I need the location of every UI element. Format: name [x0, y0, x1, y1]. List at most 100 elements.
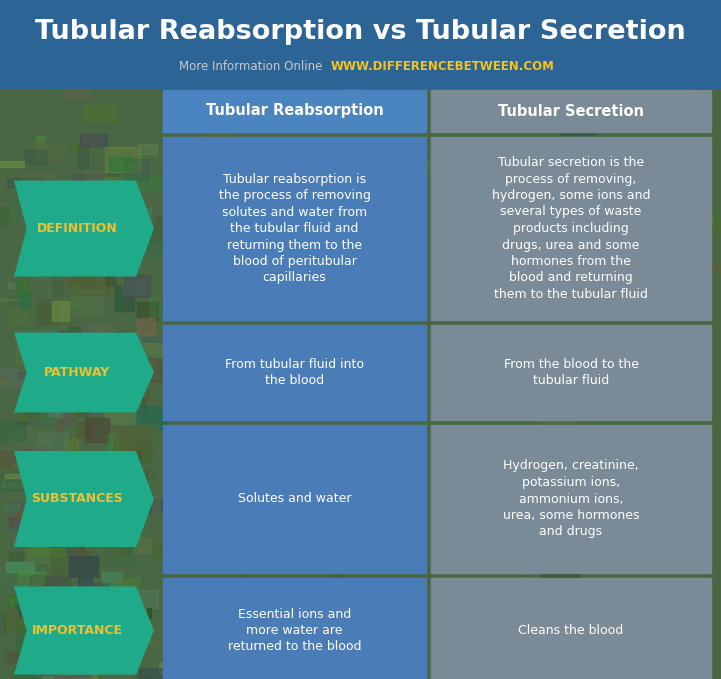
Bar: [75, 672, 83, 679]
Bar: [77, 542, 84, 566]
Bar: [53, 274, 62, 295]
Bar: [45, 577, 70, 600]
Bar: [0, 0, 721, 88]
Bar: [385, 621, 414, 630]
Bar: [28, 624, 53, 647]
Bar: [431, 425, 711, 573]
Bar: [45, 371, 63, 379]
Bar: [0, 573, 37, 592]
Bar: [66, 384, 87, 390]
Bar: [48, 390, 63, 414]
Bar: [85, 348, 125, 361]
Bar: [657, 588, 671, 594]
Bar: [35, 263, 70, 266]
Bar: [0, 0, 721, 88]
Bar: [103, 392, 111, 396]
Bar: [117, 170, 138, 183]
Bar: [134, 538, 151, 553]
Bar: [46, 533, 64, 539]
Bar: [150, 357, 157, 379]
Bar: [37, 593, 48, 602]
Bar: [137, 318, 154, 335]
Bar: [16, 345, 44, 363]
Bar: [37, 433, 68, 453]
Bar: [82, 477, 110, 496]
Bar: [57, 370, 66, 390]
Bar: [5, 544, 15, 562]
Bar: [113, 381, 124, 389]
Bar: [122, 394, 146, 417]
Bar: [63, 80, 91, 97]
Bar: [17, 276, 23, 289]
Bar: [372, 169, 400, 189]
Bar: [13, 648, 37, 653]
Bar: [64, 439, 78, 463]
Polygon shape: [14, 333, 154, 412]
Bar: [675, 398, 707, 403]
Bar: [118, 161, 133, 171]
Bar: [54, 676, 92, 679]
Bar: [93, 594, 119, 608]
Bar: [31, 645, 61, 652]
Bar: [565, 257, 596, 263]
Bar: [342, 84, 363, 109]
Bar: [89, 560, 99, 565]
Bar: [84, 385, 90, 402]
Bar: [84, 256, 101, 267]
Bar: [208, 183, 242, 195]
Bar: [117, 488, 139, 513]
Bar: [89, 196, 105, 204]
Bar: [9, 437, 40, 442]
Bar: [136, 337, 174, 343]
Bar: [32, 343, 61, 357]
Text: From tubular fluid into
the blood: From tubular fluid into the blood: [225, 358, 364, 387]
Bar: [87, 661, 97, 679]
Bar: [9, 283, 14, 289]
Bar: [37, 366, 56, 387]
Bar: [91, 325, 112, 339]
Bar: [118, 364, 152, 377]
Text: IMPORTANCE: IMPORTANCE: [32, 624, 123, 637]
Bar: [0, 298, 28, 301]
Bar: [130, 477, 143, 500]
Bar: [84, 517, 100, 540]
Bar: [0, 88, 721, 679]
Bar: [707, 263, 721, 274]
Bar: [37, 669, 76, 679]
Bar: [22, 447, 48, 456]
Bar: [77, 372, 84, 388]
Bar: [30, 248, 48, 254]
Bar: [55, 210, 85, 224]
Bar: [46, 475, 76, 495]
Polygon shape: [14, 451, 154, 547]
Bar: [134, 675, 150, 679]
Bar: [78, 472, 99, 484]
Bar: [454, 334, 464, 358]
Bar: [49, 648, 68, 668]
Bar: [82, 137, 88, 140]
Bar: [120, 451, 141, 475]
Bar: [67, 327, 106, 335]
Bar: [0, 421, 25, 441]
Bar: [602, 478, 624, 493]
Bar: [0, 472, 29, 492]
Bar: [56, 254, 81, 270]
Bar: [10, 137, 158, 320]
Bar: [12, 464, 19, 466]
Bar: [221, 458, 251, 467]
Bar: [120, 208, 151, 218]
Bar: [106, 443, 131, 458]
Bar: [6, 200, 19, 222]
Bar: [139, 364, 146, 386]
Bar: [29, 407, 54, 432]
Bar: [431, 325, 711, 420]
Bar: [76, 606, 101, 611]
Bar: [5, 652, 23, 663]
Bar: [13, 521, 37, 544]
Bar: [138, 144, 156, 154]
Bar: [134, 362, 162, 384]
Bar: [128, 473, 147, 481]
Bar: [129, 406, 167, 430]
Text: WWW.DIFFERENCEBETWEEN.COM: WWW.DIFFERENCEBETWEEN.COM: [330, 60, 554, 73]
Bar: [78, 578, 92, 591]
